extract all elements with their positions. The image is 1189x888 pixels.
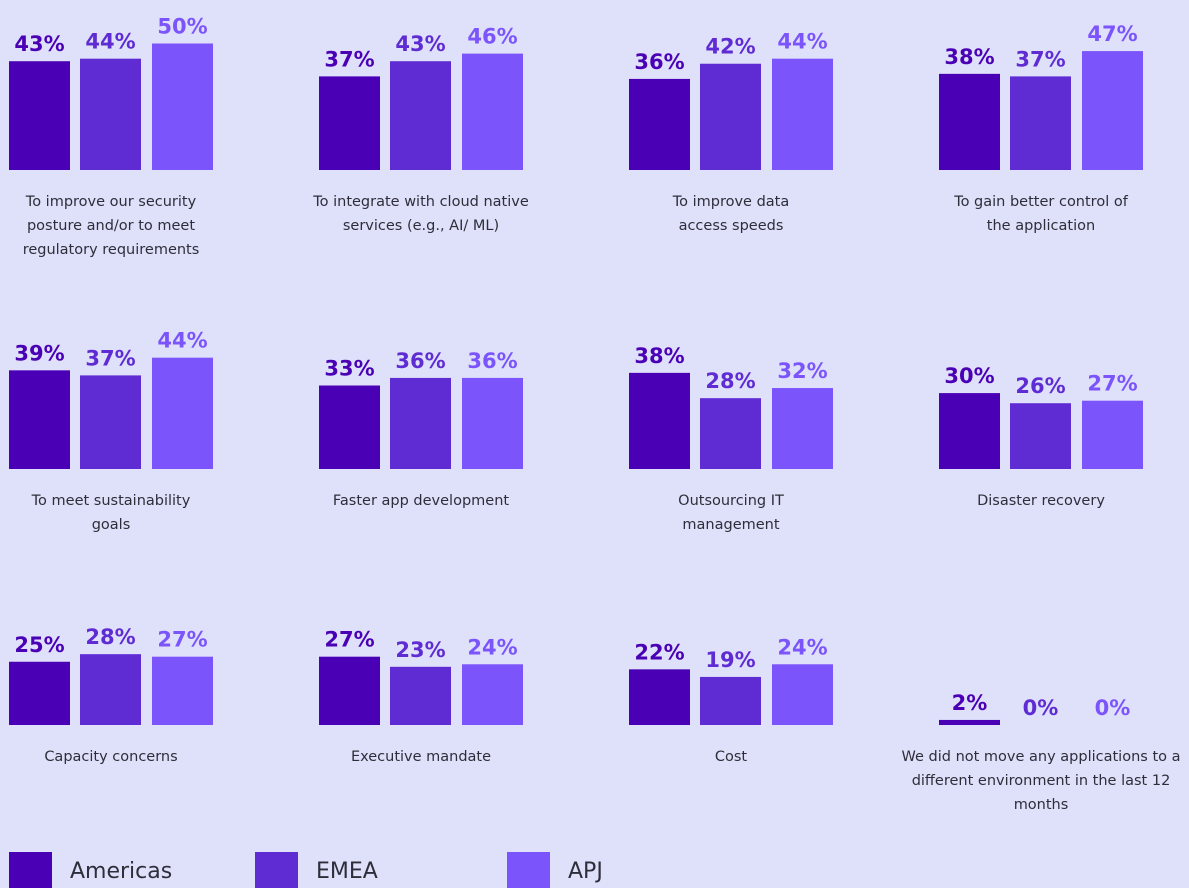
bar [319,76,380,170]
category-label: We did not move any applications to a di… [901,749,1181,813]
value-label: 44% [777,30,827,54]
value-label: 22% [634,640,684,664]
bar [462,53,523,171]
bar [700,676,761,725]
value-label: 42% [705,35,755,59]
value-label: 46% [467,25,517,49]
category-label: To meet sustainability goals [31,493,191,533]
value-label: 36% [634,50,684,74]
bar [772,388,833,469]
legend-label: Americas [70,859,172,884]
bar [9,370,70,469]
value-label: 43% [14,32,64,56]
bar [629,78,690,170]
value-label: 37% [1015,47,1065,71]
bar [152,656,213,725]
bar [9,61,70,170]
bar [1082,400,1143,469]
bar [390,377,451,469]
value-label: 39% [14,341,64,365]
bar [152,43,213,170]
bar [772,58,833,170]
bar [700,398,761,469]
value-label: 37% [324,47,374,71]
value-label: 33% [324,357,374,381]
bar [152,357,213,469]
bar [80,654,141,725]
category-label: Disaster recovery [977,493,1105,509]
bar [1082,51,1143,171]
value-label: 36% [395,349,445,373]
value-label: 26% [1015,374,1065,398]
value-label: 43% [395,32,445,56]
value-label: 38% [944,45,994,69]
value-label: 0% [1095,696,1131,720]
value-label: 0% [1023,696,1059,720]
bar [939,73,1000,170]
category-label: To integrate with cloud native services … [313,194,529,234]
value-label: 2% [952,691,988,715]
legend-swatch [507,852,550,888]
bar [319,385,380,469]
value-label: 36% [467,349,517,373]
legend-swatch [255,852,298,888]
value-label: 23% [395,638,445,662]
value-label: 25% [14,633,64,657]
value-label: 32% [777,359,827,383]
bar [462,664,523,725]
bar [462,377,523,469]
value-label: 24% [467,635,517,659]
bar [1010,403,1071,469]
bar [80,375,141,469]
bar [939,393,1000,469]
bar [629,372,690,469]
category-label: To gain better control of the applicatio… [954,194,1128,234]
value-label: 37% [85,346,135,370]
value-label: 27% [157,628,207,652]
bar [319,656,380,725]
value-label: 28% [85,625,135,649]
category-label: To improve data access speeds [672,194,790,234]
value-label: 28% [705,369,755,393]
bar [390,666,451,725]
bar [80,58,141,170]
bar [700,63,761,170]
legend-label: EMEA [316,859,378,884]
value-label: 44% [85,30,135,54]
value-label: 19% [705,648,755,672]
bar [629,669,690,725]
bar [939,719,1000,725]
category-label: Executive mandate [350,749,492,765]
legend-swatch [9,852,52,888]
category-label: To improve our security posture and/or t… [22,194,200,258]
value-label: 24% [777,635,827,659]
value-label: 47% [1087,22,1137,46]
bar [772,664,833,725]
value-label: 27% [1087,372,1137,396]
value-label: 27% [324,628,374,652]
value-label: 50% [157,15,207,39]
category-label: Capacity concerns [44,749,178,765]
category-label: Outsourcing IT management [678,493,784,533]
bar [1010,76,1071,170]
bar [390,61,451,170]
category-label: Cost [714,749,748,765]
value-label: 44% [157,329,207,353]
value-label: 38% [634,344,684,368]
legend-label: APJ [568,859,603,884]
bar [9,661,70,725]
value-label: 30% [944,364,994,388]
category-label: Faster app development [332,493,510,509]
